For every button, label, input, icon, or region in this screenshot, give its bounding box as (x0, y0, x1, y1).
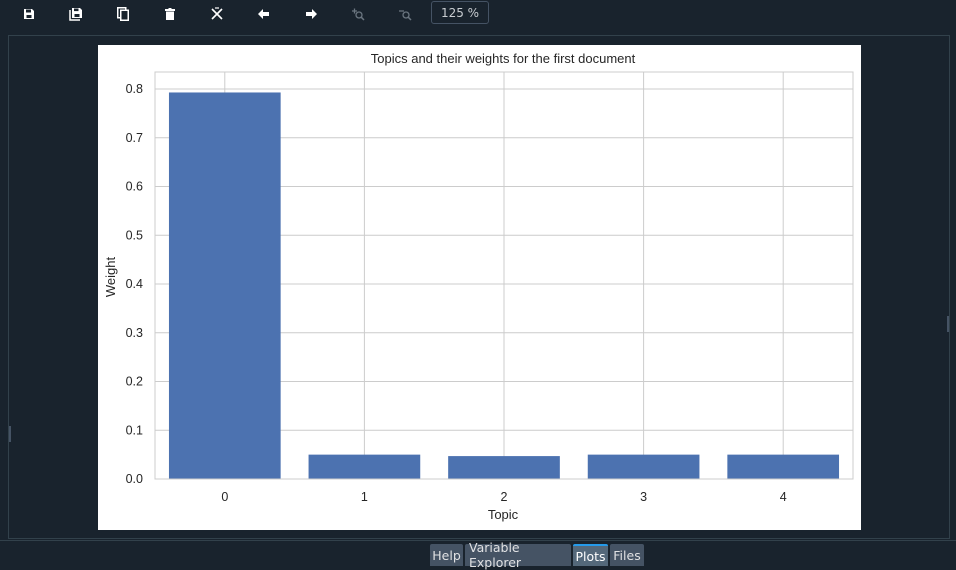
zoom-level-field[interactable]: 125 % (431, 1, 489, 24)
bar-topic-0 (168, 92, 281, 479)
tab-help[interactable]: Help (430, 544, 463, 566)
arrow-right-icon (306, 9, 317, 19)
bar-chart: 0.0 0.1 0.2 0.3 0.4 0.5 0.6 0.7 0.8 0 1 2 3 4 Topics … (103, 51, 854, 522)
x-tick-label: 1 (361, 490, 368, 504)
copy-plot-button[interactable] (110, 2, 136, 26)
chart-title: Topics and their weights for the first d… (371, 51, 636, 66)
pane-tab-bar: Help Variable Explorer Plots Files (0, 540, 956, 570)
x-axis-label: Topic (488, 507, 519, 522)
y-tick-label: 0.3 (126, 326, 143, 340)
previous-plot-button[interactable] (251, 2, 277, 26)
y-tick-label: 0.0 (126, 472, 143, 486)
x-tick-label: 4 (780, 490, 787, 504)
y-tick-label: 0.1 (126, 423, 143, 437)
zoom-out-button[interactable] (392, 2, 418, 26)
tab-variable-explorer[interactable]: Variable Explorer (465, 540, 571, 570)
bar-topic-1 (308, 454, 421, 479)
pane-splitter-handle-right[interactable] (947, 316, 949, 332)
bar-topic-4 (727, 454, 840, 479)
y-tick-label: 0.4 (126, 277, 143, 291)
x-tick-label: 0 (221, 490, 228, 504)
plot-figure: 0.0 0.1 0.2 0.3 0.4 0.5 0.6 0.7 0.8 0 1 2 3 4 Topics … (98, 45, 861, 530)
plot-frame (154, 71, 854, 480)
trash-icon (165, 8, 175, 20)
tab-plots[interactable]: Plots (573, 544, 608, 566)
y-tick-label: 0.7 (126, 131, 143, 145)
remove-all-plots-button[interactable] (204, 2, 230, 26)
x-tick-label: 2 (501, 490, 508, 504)
save-icon (24, 9, 34, 19)
zoom-in-icon (352, 8, 365, 21)
save-all-icon (69, 8, 82, 21)
y-tick-label: 0.5 (126, 228, 143, 242)
close-all-icon (211, 7, 223, 20)
y-axis-label: Weight (103, 257, 118, 298)
y-tick-label: 0.8 (126, 82, 143, 96)
zoom-out-icon (399, 10, 412, 21)
save-plot-button[interactable] (16, 2, 42, 26)
x-tick-label: 3 (640, 490, 647, 504)
next-plot-button[interactable] (298, 2, 324, 26)
copy-icon (117, 7, 129, 21)
pane-splitter-handle[interactable] (9, 426, 11, 442)
arrow-left-icon (258, 9, 269, 19)
bar-topic-3 (587, 454, 700, 479)
y-tick-label: 0.6 (126, 180, 143, 194)
bar-topic-2 (448, 456, 560, 479)
plots-toolbar: 125 % (0, 0, 956, 28)
remove-plot-button[interactable] (157, 2, 183, 26)
tab-files[interactable]: Files (610, 544, 644, 566)
zoom-in-button[interactable] (345, 2, 371, 26)
y-tick-label: 0.2 (126, 375, 143, 389)
save-all-plots-button[interactable] (63, 2, 89, 26)
